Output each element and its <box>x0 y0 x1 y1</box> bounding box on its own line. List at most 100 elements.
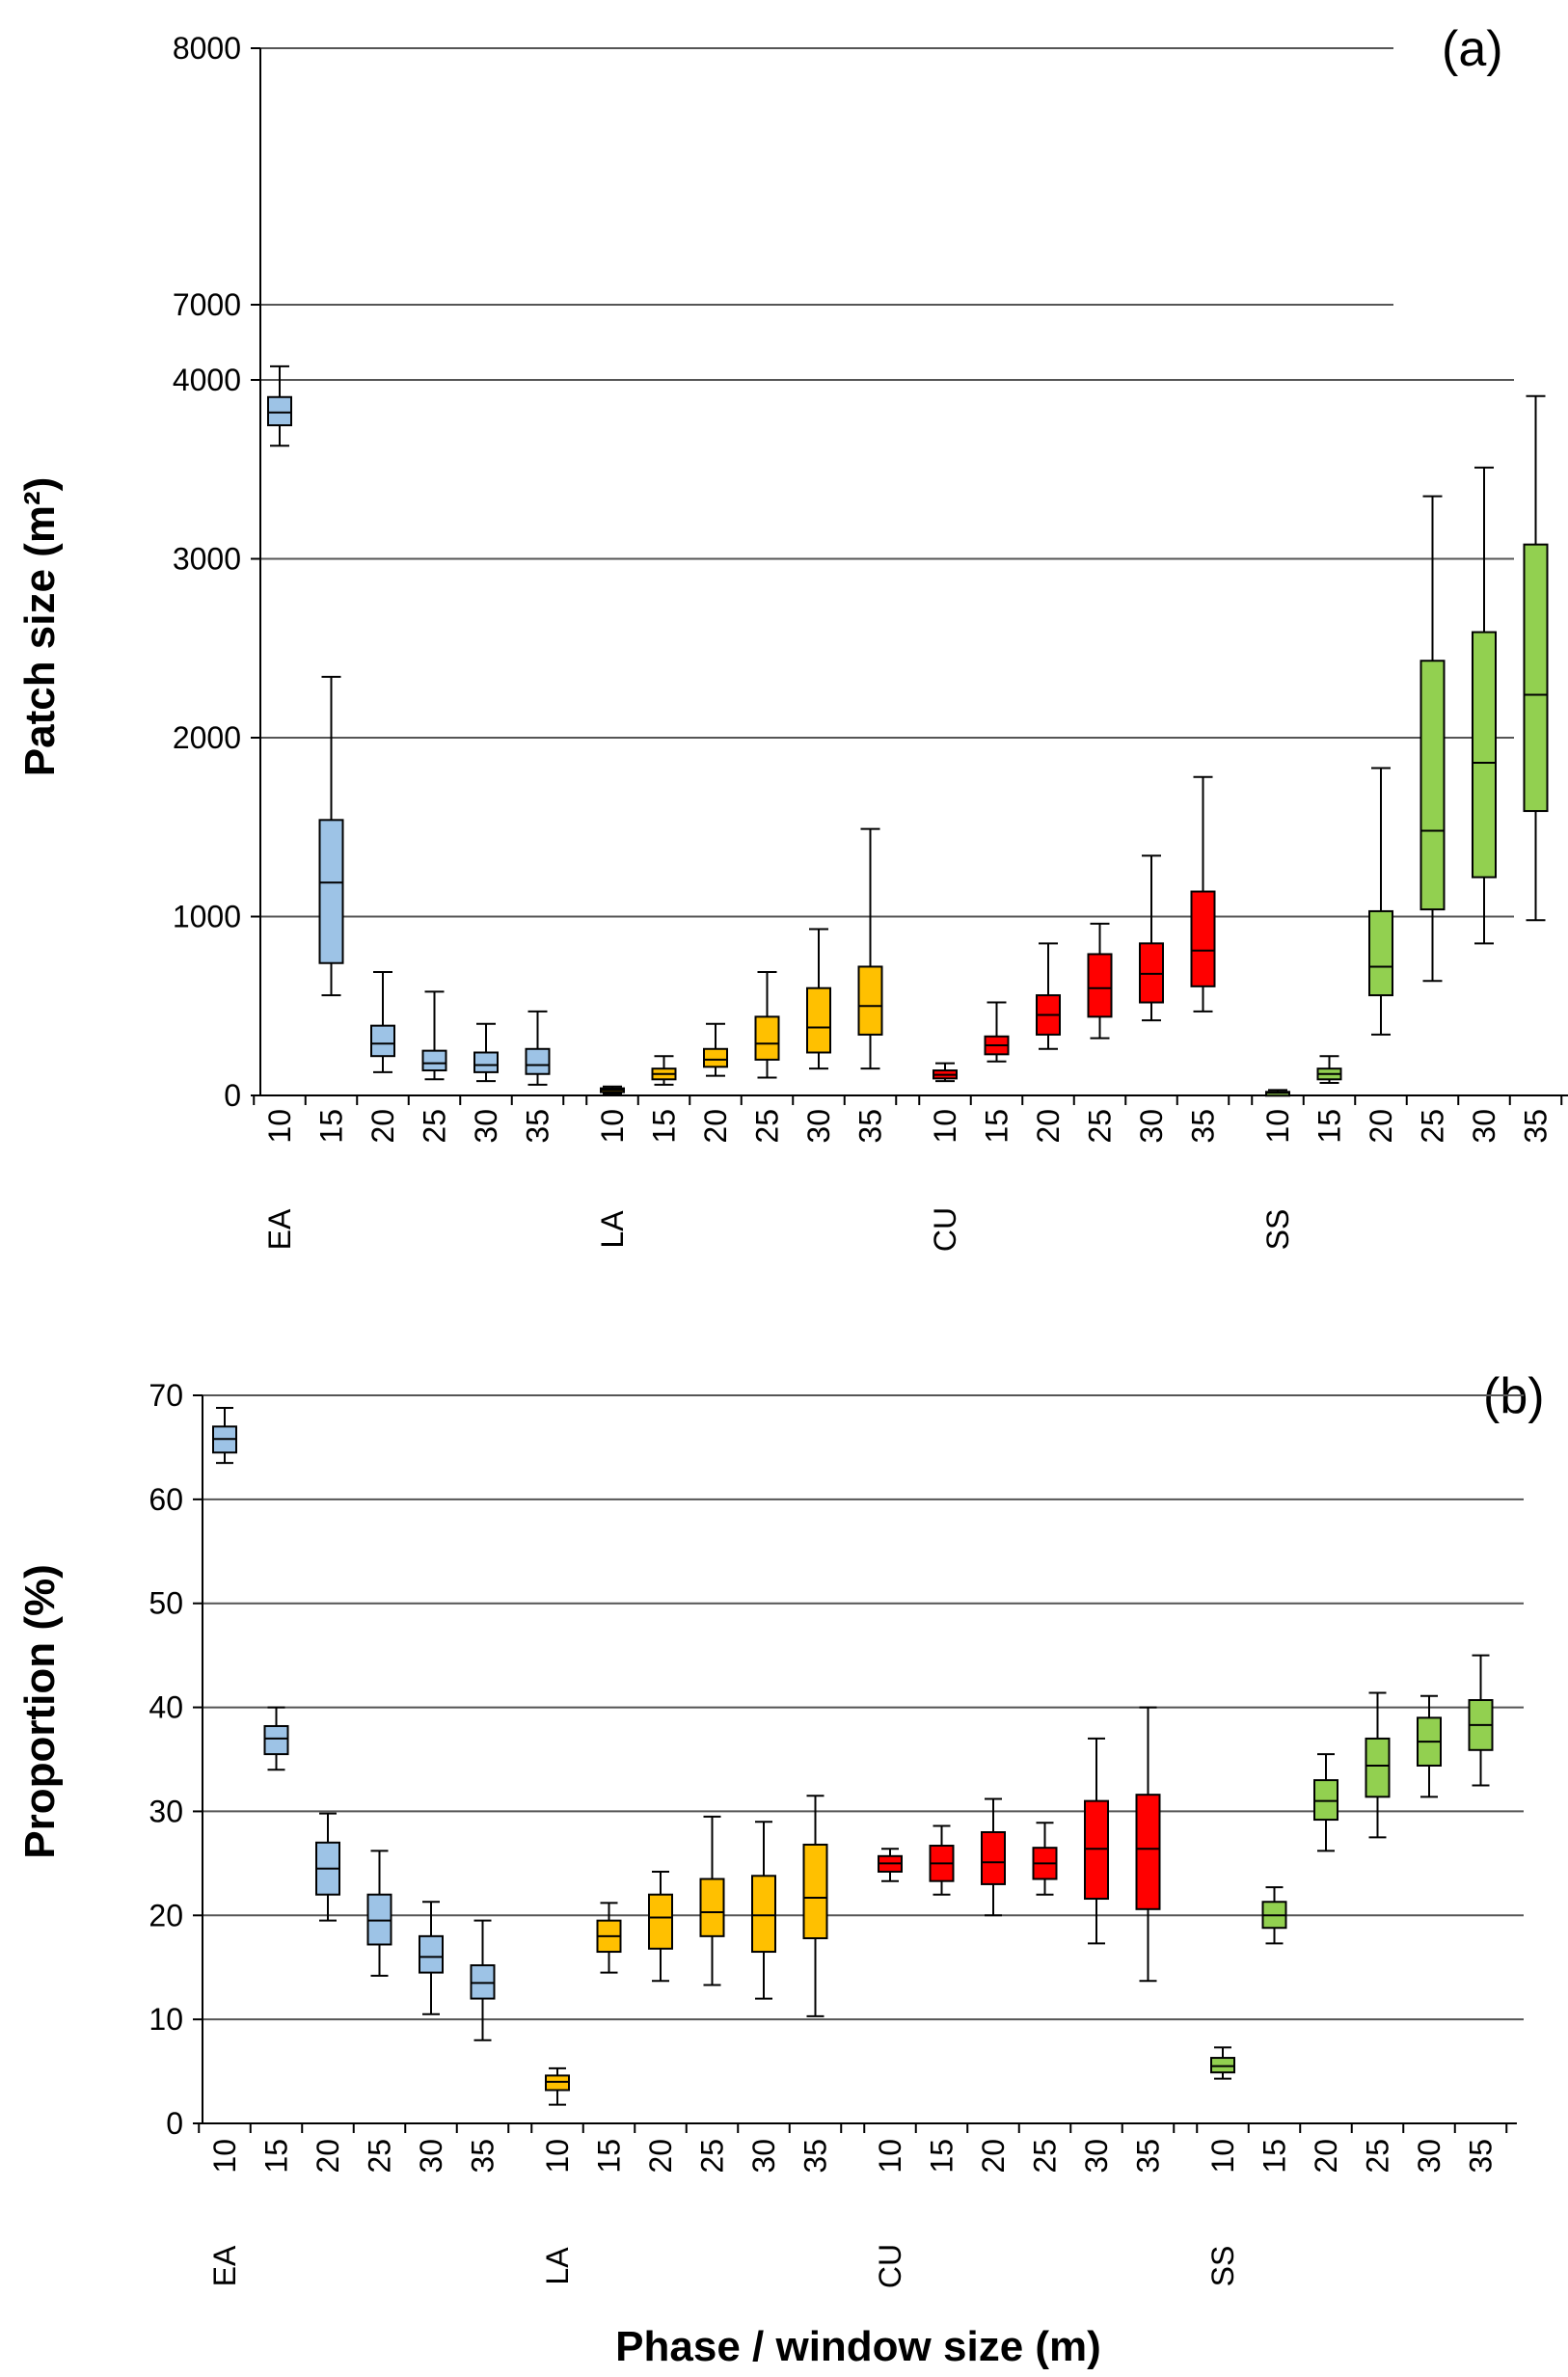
panel-a-x-tick-label-ea-25: 25 <box>418 1109 452 1144</box>
panel-b-box-ea-35-iqr <box>470 1964 496 2000</box>
panel-a-x-tick-label-cu-25: 25 <box>1083 1109 1118 1144</box>
panel-a-box-ss-30 <box>1472 466 1497 945</box>
panel-a-upper-y-tick-label: 8000 <box>173 31 241 66</box>
panel-a-y-tick-label: 2000 <box>173 720 241 755</box>
panel-b-x-tick-label-ea-25: 25 <box>363 2139 397 2174</box>
panel-a-box-cu-20 <box>1036 942 1061 1050</box>
panel-a-phase-label-la: LA <box>595 1210 630 1249</box>
panel-a-box-ss-15 <box>1316 1055 1342 1085</box>
panel-a-box-ea-15 <box>318 675 344 997</box>
panel-b-box-ss-20 <box>1313 1753 1338 1852</box>
panel-b-y-axis-title: Proportion (%) <box>16 1564 64 1859</box>
panel-b-x-tick-label-ss-20: 20 <box>1309 2139 1343 2174</box>
panel-a-box-ea-15-iqr <box>318 819 344 964</box>
panel-a-box-ea-20 <box>370 971 395 1073</box>
panel-b-y-tick-label: 10 <box>149 2002 183 2037</box>
panel-b-box-la-35 <box>802 1795 828 2017</box>
panel-b-x-tick-label-ss-35: 35 <box>1464 2139 1499 2174</box>
panel-a-phase-label-ss: SS <box>1260 1209 1295 1251</box>
panel-a-box-ea-30-iqr <box>473 1051 499 1073</box>
panel-a-box-ss-20 <box>1368 767 1393 1036</box>
panel-b-box-ea-15 <box>263 1706 289 1771</box>
panel-b-box-ea-10 <box>212 1406 237 1465</box>
panel-a-x-tick-label-la-10: 10 <box>595 1109 630 1144</box>
panel-a-x-tick-label-la-15: 15 <box>647 1109 682 1144</box>
panel-b-phase-label-la: LA <box>540 2247 575 2285</box>
panel-a-x-tick-label-ss-15: 15 <box>1312 1109 1347 1144</box>
panel-b-box-la-35-iqr <box>802 1843 828 1940</box>
panel-b-x-tick-label-ea-15: 15 <box>259 2139 294 2174</box>
panel-b-box-la-10 <box>545 2066 570 2106</box>
panel-a-box-cu-25-iqr <box>1087 953 1113 1018</box>
panel-b-x-tick-label-la-15: 15 <box>592 2139 627 2174</box>
panel-a-x-tick-label-la-35: 35 <box>853 1109 888 1144</box>
panel-b-box-cu-35 <box>1135 1706 1161 1983</box>
panel-b-x-tick-label-la-10: 10 <box>540 2139 575 2174</box>
panel-a-box-ea-20-iqr <box>370 1024 395 1058</box>
panel-a-x-tick-label-la-25: 25 <box>750 1109 785 1144</box>
panel-b-x-tick-label-la-35: 35 <box>798 2139 833 2174</box>
panel-a-box-la-35 <box>857 827 883 1070</box>
panel-b-x-tick-label-ea-30: 30 <box>414 2139 448 2174</box>
panel-a-y-tick-label: 0 <box>224 1078 241 1113</box>
panel-a-y-axis-title: Patch size (m²) <box>16 477 64 777</box>
panel-a-phase-label-cu: CU <box>928 1207 962 1252</box>
panel-a-box-ea-10-iqr <box>267 395 292 427</box>
panel-a-box-ea-10 <box>267 365 292 447</box>
panel-b-box-ss-10-iqr <box>1210 2057 1235 2074</box>
panel-b-x-tick-label-ea-35: 35 <box>466 2139 500 2174</box>
panel-b-box-la-25-iqr <box>699 1877 725 1937</box>
panel-a-box-cu-35 <box>1190 775 1216 1013</box>
panel-b-box-cu-30-iqr <box>1084 1799 1109 1901</box>
panel-b-x-tick-label-ss-10: 10 <box>1205 2139 1240 2174</box>
panel-b-x-tick-label-cu-10: 10 <box>873 2139 907 2174</box>
panel-b-x-tick-label-cu-25: 25 <box>1028 2139 1063 2174</box>
panel-b-box-cu-30 <box>1084 1737 1109 1945</box>
panel-b-box-cu-20-iqr <box>981 1831 1006 1885</box>
panel-a-phase-label-ea: EA <box>262 1208 297 1250</box>
panel-b-box-ss-35 <box>1468 1654 1494 1787</box>
panel-a-box-ea-35 <box>525 1010 551 1086</box>
panel-b-box-ss-15 <box>1261 1886 1287 1945</box>
panel-b-box-cu-20 <box>981 1797 1006 1917</box>
panel-a-box-ea-35-iqr <box>525 1047 551 1075</box>
panel-a-x-tick-label-cu-20: 20 <box>1031 1109 1066 1144</box>
panel-a-x-tick-label-ss-35: 35 <box>1519 1109 1554 1144</box>
panel-b-box-la-10-iqr <box>545 2074 570 2092</box>
panel-b-box-ea-35 <box>470 1919 496 2041</box>
panel-a-x-tick-label-ea-10: 10 <box>262 1109 297 1144</box>
panel-a-box-la-20 <box>703 1022 728 1077</box>
panel-b-box-ss-30 <box>1417 1694 1442 1798</box>
panel-b-box-cu-10 <box>878 1848 903 1882</box>
panel-b-box-ea-20 <box>315 1812 340 1922</box>
panel-a-box-la-25-iqr <box>754 1015 780 1061</box>
panel-a-box-ea-30 <box>473 1022 499 1083</box>
panel-a-box-ea-25 <box>421 990 447 1081</box>
panel-a-x-tick-label-cu-30: 30 <box>1134 1109 1169 1144</box>
panel-b-phase-label-ss: SS <box>1205 2246 1240 2287</box>
panel-b-box-ea-25-iqr <box>366 1893 392 1946</box>
panel-a-box-ss-10 <box>1265 1089 1290 1097</box>
panel-a-box-la-30 <box>806 928 831 1070</box>
panel-b-box-ss-25 <box>1365 1691 1391 1839</box>
panel-a-box-cu-10 <box>933 1062 958 1083</box>
panel-a-box-cu-15 <box>984 1001 1010 1063</box>
panel-b-x-tick-label-ss-25: 25 <box>1361 2139 1395 2174</box>
panel-b-x-tick-label-la-30: 30 <box>746 2139 781 2174</box>
panel-b-box-ea-30 <box>419 1901 444 2015</box>
panel-b-box-ss-20-iqr <box>1313 1779 1338 1822</box>
panel-b-x-tick-label-la-25: 25 <box>695 2139 730 2174</box>
panel-b-x-tick-label-cu-20: 20 <box>976 2139 1011 2174</box>
panel-a-y-tick-label: 3000 <box>173 542 241 577</box>
panel-a-x-tick-label-ea-20: 20 <box>365 1109 400 1144</box>
panel-b-box-la-20 <box>648 1870 673 1983</box>
panel-a-x-tick-label-cu-10: 10 <box>928 1109 962 1144</box>
panel-a-box-ss-30-iqr <box>1472 631 1497 878</box>
panel-a-box-la-15 <box>651 1055 677 1086</box>
panel-a-box-ss-20-iqr <box>1368 909 1393 997</box>
panel-a-x-tick-label-la-20: 20 <box>698 1109 733 1144</box>
panel-a-label: (a) <box>1442 21 1503 77</box>
panel-a-box-cu-25 <box>1087 922 1113 1040</box>
panel-b-box-cu-25 <box>1032 1822 1058 1896</box>
